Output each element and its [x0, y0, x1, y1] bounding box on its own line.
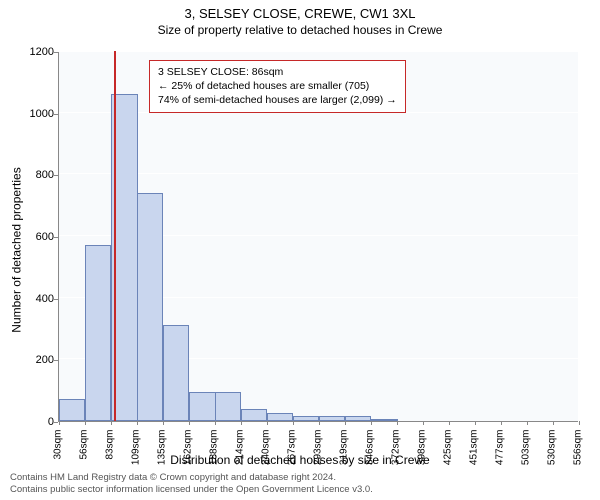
histogram-bar — [319, 416, 345, 421]
plot-area: 3 SELSEY CLOSE: 86sqm ← 25% of detached … — [58, 52, 578, 422]
x-tick-mark — [579, 421, 580, 425]
x-tick-label: 56sqm — [79, 430, 90, 480]
x-tick-mark — [59, 421, 60, 425]
x-tick-mark — [553, 421, 554, 425]
x-tick-mark — [397, 421, 398, 425]
x-tick-label: 556sqm — [573, 430, 584, 480]
x-tick-label: 425sqm — [443, 430, 454, 480]
y-tick-mark — [54, 299, 58, 300]
chart-title: 3, SELSEY CLOSE, CREWE, CW1 3XL — [0, 0, 600, 21]
y-tick-label: 600 — [14, 231, 54, 243]
x-tick-label: 530sqm — [547, 430, 558, 480]
x-tick-label: 372sqm — [391, 430, 402, 480]
y-tick-mark — [54, 175, 58, 176]
histogram-bar — [371, 419, 397, 421]
x-tick-label: 162sqm — [183, 430, 194, 480]
y-tick-label: 400 — [14, 293, 54, 305]
histogram-bar — [241, 409, 267, 421]
x-tick-mark — [241, 421, 242, 425]
x-tick-label: 477sqm — [495, 430, 506, 480]
histogram-bar — [345, 416, 371, 421]
histogram-bar — [59, 399, 85, 421]
x-tick-mark — [527, 421, 528, 425]
x-tick-label: 240sqm — [261, 430, 272, 480]
gridline — [59, 50, 578, 51]
x-tick-mark — [163, 421, 164, 425]
annotation-line-2: ← 25% of detached houses are smaller (70… — [158, 79, 397, 93]
x-tick-mark — [345, 421, 346, 425]
x-tick-mark — [319, 421, 320, 425]
histogram-bar — [163, 325, 189, 421]
x-tick-label: 293sqm — [313, 430, 324, 480]
annotation-line-1: 3 SELSEY CLOSE: 86sqm — [158, 65, 397, 79]
x-tick-mark — [111, 421, 112, 425]
x-tick-mark — [85, 421, 86, 425]
y-tick-mark — [54, 360, 58, 361]
x-tick-label: 319sqm — [339, 430, 350, 480]
y-tick-mark — [54, 237, 58, 238]
x-tick-label: 30sqm — [53, 430, 64, 480]
histogram-bar — [85, 245, 111, 421]
reference-line — [114, 51, 116, 421]
histogram-bar — [189, 392, 215, 421]
histogram-bar — [293, 416, 319, 421]
y-tick-label: 200 — [14, 354, 54, 366]
x-tick-label: 451sqm — [469, 430, 480, 480]
x-tick-mark — [189, 421, 190, 425]
chart-container: 3, SELSEY CLOSE, CREWE, CW1 3XL Size of … — [0, 0, 600, 500]
y-tick-mark — [54, 422, 58, 423]
x-tick-label: 398sqm — [417, 430, 428, 480]
annotation-box: 3 SELSEY CLOSE: 86sqm ← 25% of detached … — [149, 60, 406, 113]
y-tick-label: 1200 — [14, 46, 54, 58]
x-tick-label: 188sqm — [209, 430, 220, 480]
x-tick-label: 503sqm — [521, 430, 532, 480]
histogram-bar — [267, 413, 293, 421]
x-tick-label: 135sqm — [157, 430, 168, 480]
x-tick-mark — [475, 421, 476, 425]
x-tick-mark — [371, 421, 372, 425]
x-tick-label: 83sqm — [105, 430, 116, 480]
footer-line-2: Contains public sector information licen… — [10, 484, 590, 496]
y-tick-label: 800 — [14, 169, 54, 181]
y-tick-mark — [54, 52, 58, 53]
x-tick-mark — [267, 421, 268, 425]
y-tick-label: 1000 — [14, 108, 54, 120]
y-axis-label-text: Number of detached properties — [10, 167, 24, 332]
x-tick-mark — [293, 421, 294, 425]
x-tick-label: 214sqm — [235, 430, 246, 480]
x-tick-mark — [449, 421, 450, 425]
x-tick-mark — [423, 421, 424, 425]
x-tick-mark — [215, 421, 216, 425]
annotation-line-3: 74% of semi-detached houses are larger (… — [158, 93, 397, 107]
x-tick-label: 109sqm — [131, 430, 142, 480]
y-tick-mark — [54, 114, 58, 115]
histogram-bar — [137, 193, 163, 421]
x-tick-label: 346sqm — [365, 430, 376, 480]
chart-subtitle: Size of property relative to detached ho… — [0, 21, 600, 37]
x-tick-mark — [137, 421, 138, 425]
x-tick-mark — [501, 421, 502, 425]
y-tick-label: 0 — [14, 416, 54, 428]
x-tick-label: 267sqm — [287, 430, 298, 480]
histogram-bar — [215, 392, 241, 421]
x-axis-label: Distribution of detached houses by size … — [0, 453, 600, 467]
